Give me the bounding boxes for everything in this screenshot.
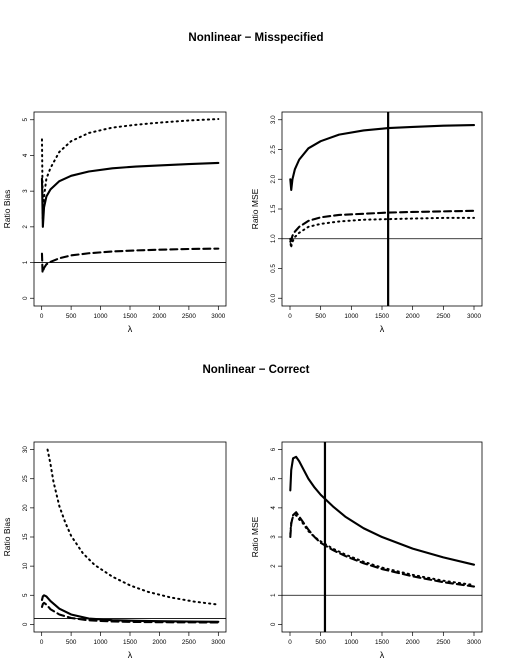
x-tick-label: 2500 (182, 639, 197, 646)
plot-area (282, 442, 482, 632)
x-tick-label: 2000 (406, 313, 421, 320)
x-tick-label: 1500 (375, 313, 390, 320)
y-tick-label: 0 (22, 622, 29, 626)
y-tick-label: 1.0 (270, 234, 277, 243)
y-tick-label: 5 (22, 593, 29, 597)
x-tick-label: 2000 (406, 639, 421, 646)
y-tick-label: 2 (270, 564, 277, 568)
series-dashed-line (40, 247, 220, 274)
x-tick-label: 2500 (182, 313, 197, 320)
y-tick-label: 1 (270, 593, 277, 597)
x-tick-label: 1000 (344, 313, 359, 320)
chart-misspecified-ratio-mse: 0 500 1000 1500 2000 2500 3000 0.0 0.5 1.0 1.5 2.0 2… (250, 111, 483, 334)
series-dashed-line (40, 601, 220, 624)
y-tick-label: 2.5 (270, 145, 277, 154)
y-tick-label: 10 (22, 562, 29, 570)
series-dotted-line (289, 514, 475, 587)
y-tick-label: 3 (22, 189, 29, 193)
y-tick-label: 20 (22, 504, 29, 512)
y-axis-label: Ratio MSE (250, 188, 260, 229)
plot-area (34, 448, 226, 624)
y-tick-label: 2.0 (270, 174, 277, 183)
x-tick-label: 500 (66, 639, 77, 646)
y-tick-label: 6 (270, 447, 277, 451)
series-dashed-line (289, 209, 476, 243)
y-tick-label: 0.0 (270, 293, 277, 302)
x-tick-label: 1500 (375, 639, 390, 646)
series-solid-line (40, 161, 220, 228)
y-tick-label: 1 (22, 260, 29, 264)
plot-area (34, 118, 226, 274)
x-axis-label: λ (380, 650, 385, 660)
section-title-correct: Nonlinear − Correct (202, 364, 310, 376)
x-tick-label: 500 (315, 313, 326, 320)
chart-misspecified-ratio-bias: 0 500 1000 1500 2000 2500 3000 0 1 2 3 4 5 λ Ratio Bia… (2, 111, 227, 334)
plot-area (282, 112, 482, 306)
x-tick-label: 500 (66, 313, 77, 320)
x-tick-label: 0 (288, 313, 292, 320)
y-axis-label: Ratio Bias (2, 190, 12, 229)
y-axis-label: Ratio MSE (250, 516, 260, 557)
plot-frame (33, 441, 227, 633)
y-tick-label: 0 (22, 296, 29, 300)
series-solid-line (289, 124, 476, 192)
x-tick-label: 0 (40, 639, 44, 646)
x-tick-label: 2500 (436, 639, 451, 646)
x-tick-label: 2000 (152, 313, 167, 320)
x-tick-label: 500 (315, 639, 326, 646)
y-tick-label: 15 (22, 533, 29, 541)
series-dashed-line (289, 511, 476, 588)
y-tick-label: 4 (22, 153, 29, 157)
y-tick-label: 4 (270, 506, 277, 510)
x-axis-label: λ (380, 324, 385, 334)
y-tick-label: 5 (270, 476, 277, 480)
x-tick-label: 3000 (211, 313, 226, 320)
y-tick-label: 25 (22, 475, 29, 483)
x-axis-label: λ (128, 650, 133, 660)
x-tick-label: 1500 (123, 639, 138, 646)
x-axis-label: λ (128, 324, 133, 334)
plot-frame (281, 111, 483, 307)
x-tick-label: 3000 (467, 639, 482, 646)
x-tick-label: 1000 (94, 639, 109, 646)
series-dotted-line (289, 216, 475, 249)
y-tick-label: 1.5 (270, 204, 277, 213)
chart-correct-ratio-bias: 0 500 1000 1500 2000 2500 3000 0 5 10 15 20 25 30 λ Rat… (2, 441, 227, 660)
x-tick-label: 0 (40, 313, 44, 320)
y-axis-label: Ratio Bias (2, 518, 12, 557)
plot-frame (33, 111, 227, 307)
y-tick-label: 30 (22, 446, 29, 454)
chart-correct-ratio-mse: 0 500 1000 1500 2000 2500 3000 0 1 2 3 4 5 6 λ Ratio MS… (250, 441, 483, 660)
series-solid-line (289, 455, 476, 566)
y-tick-label: 0.5 (270, 264, 277, 273)
y-tick-label: 5 (22, 118, 29, 122)
section-title-misspecified: Nonlinear − Misspecified (188, 32, 324, 44)
y-tick-label: 2 (22, 225, 29, 229)
x-tick-label: 0 (288, 639, 292, 646)
y-tick-label: 0 (270, 622, 277, 626)
series-dotted-line (46, 448, 220, 606)
x-tick-label: 2500 (436, 313, 451, 320)
x-tick-label: 2000 (152, 639, 167, 646)
y-tick-label: 3 (270, 535, 277, 539)
x-tick-label: 1000 (94, 313, 109, 320)
x-tick-label: 3000 (467, 313, 482, 320)
x-tick-label: 1500 (123, 313, 138, 320)
x-tick-label: 3000 (211, 639, 226, 646)
series-dotted-line (40, 118, 220, 221)
x-tick-label: 1000 (344, 639, 359, 646)
y-tick-label: 3.0 (270, 115, 277, 124)
